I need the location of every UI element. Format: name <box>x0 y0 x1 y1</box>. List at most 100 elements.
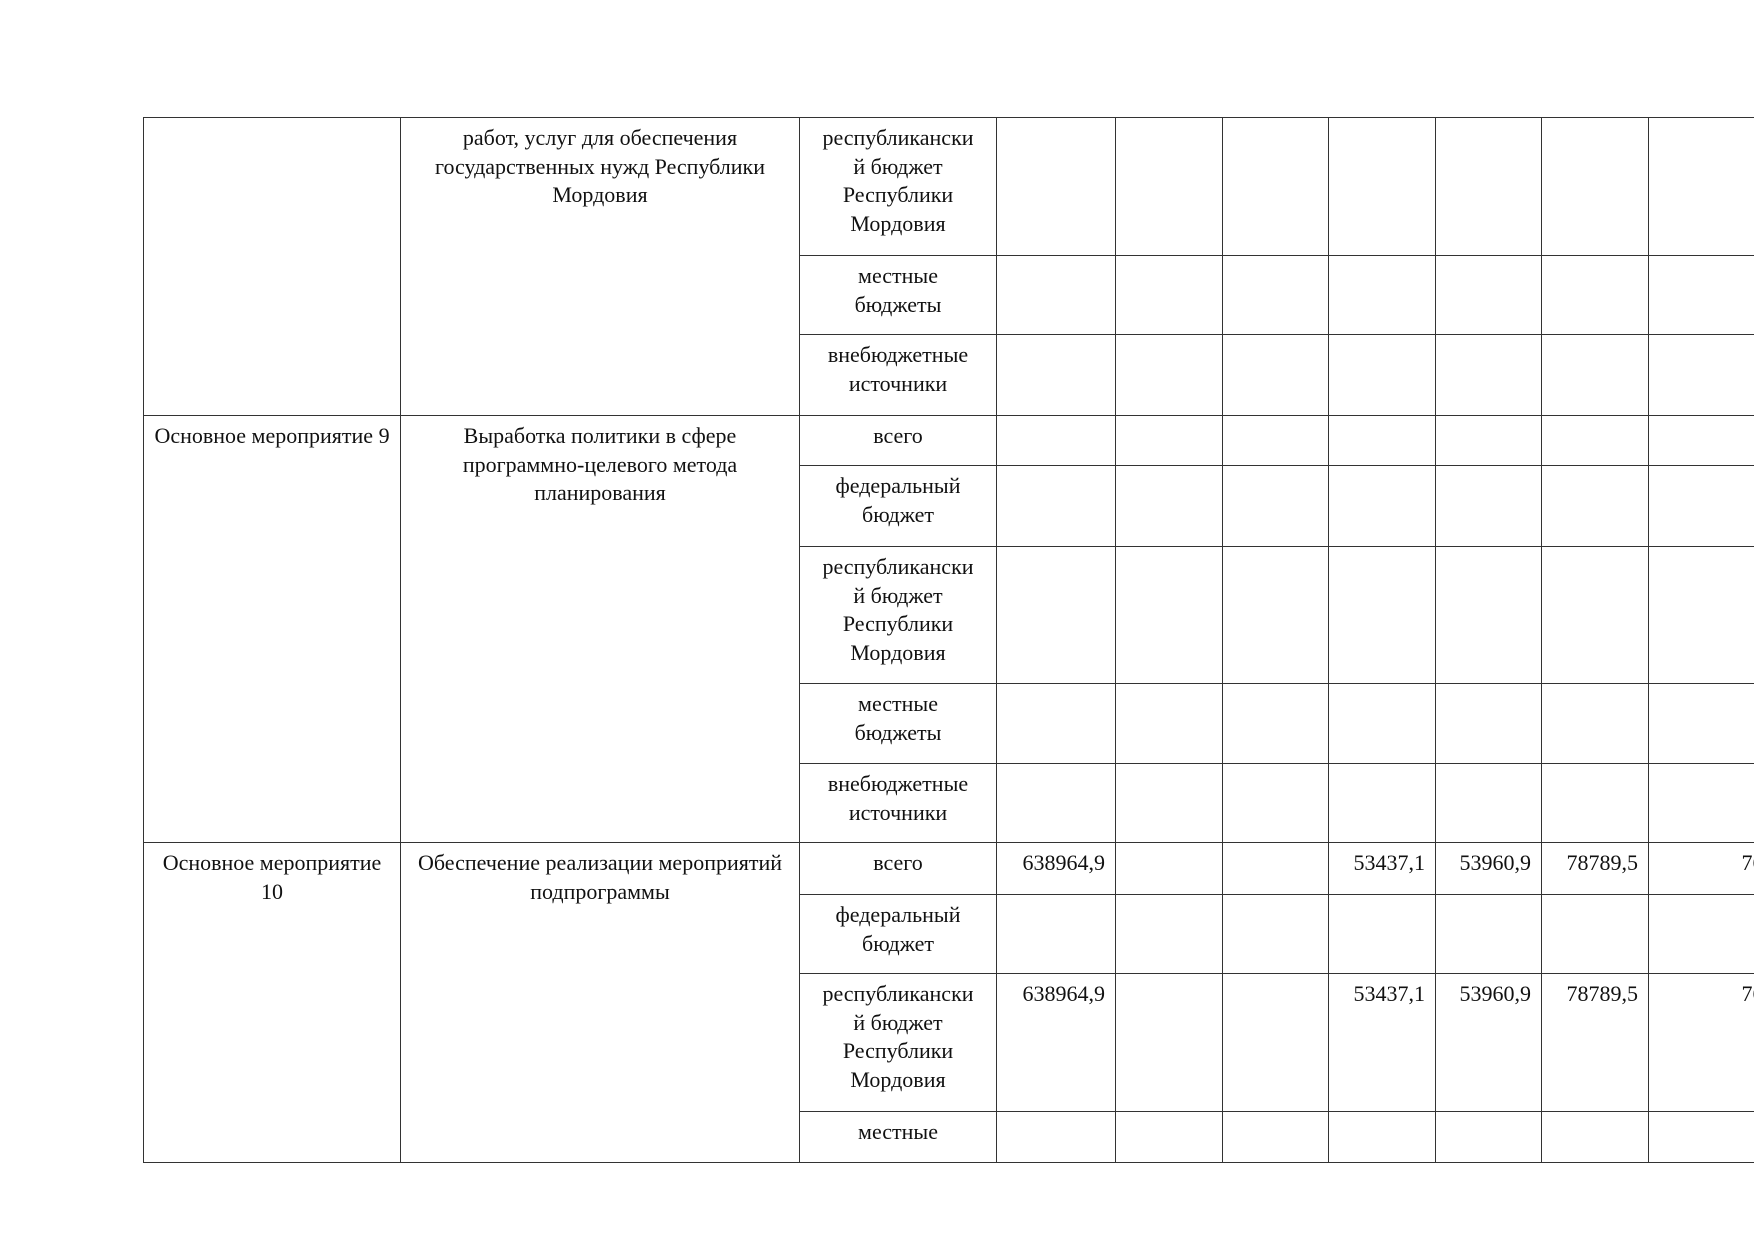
value-cell <box>1648 763 1754 843</box>
value-cell <box>1435 415 1542 466</box>
value-cell <box>1222 546 1329 684</box>
value-cell <box>1648 415 1754 466</box>
funding-source-cell: всего <box>799 842 997 895</box>
value-cell <box>996 415 1116 466</box>
value-cell <box>1115 973 1223 1112</box>
value-cell <box>1328 894 1436 974</box>
table-row: местные бюджеты <box>144 255 1754 335</box>
value-cell <box>1328 117 1436 256</box>
value-cell <box>1435 894 1542 974</box>
value-cell <box>1648 1111 1754 1163</box>
funding-source-cell: республикански й бюджет Республики Мордо… <box>799 973 997 1112</box>
event-cell: Основное мероприятие 9 <box>143 415 401 843</box>
value-cell: 76510,9 <box>1648 842 1754 895</box>
value-cell <box>1435 763 1542 843</box>
table-row: республикански й бюджет Республики Мордо… <box>144 973 1754 1112</box>
table-row: федеральный бюджет <box>144 465 1754 547</box>
value-cell <box>1222 894 1329 974</box>
value-cell <box>1648 334 1754 416</box>
value-cell <box>1115 334 1223 416</box>
value-cell <box>1328 465 1436 547</box>
value-cell: 78789,5 <box>1541 842 1649 895</box>
value-cell <box>1435 255 1542 335</box>
value-cell <box>1115 117 1223 256</box>
value-cell <box>1222 415 1329 466</box>
value-cell <box>996 763 1116 843</box>
value-cell <box>1115 415 1223 466</box>
value-cell <box>1541 683 1649 764</box>
value-cell <box>1541 334 1649 416</box>
value-cell <box>1115 255 1223 335</box>
funding-source-cell: федеральный бюджет <box>799 894 997 974</box>
value-cell <box>1222 842 1329 895</box>
value-cell <box>1648 255 1754 335</box>
value-cell: 78789,5 <box>1541 973 1649 1112</box>
table-row: местные бюджеты <box>144 683 1754 764</box>
value-cell <box>1222 763 1329 843</box>
event-name-cell: работ, услуг для обеспечения государстве… <box>400 117 800 416</box>
value-cell <box>1222 334 1329 416</box>
value-cell <box>1648 683 1754 764</box>
table-row: работ, услуг для обеспечения государстве… <box>143 117 1754 416</box>
value-cell <box>996 683 1116 764</box>
value-cell <box>1648 546 1754 684</box>
value-cell <box>1222 1111 1329 1163</box>
value-cell <box>1328 683 1436 764</box>
value-cell <box>1648 465 1754 547</box>
funding-source-cell: местные бюджеты <box>799 683 997 764</box>
value-cell <box>1115 683 1223 764</box>
value-cell <box>1541 465 1649 547</box>
value-cell: 638964,9 <box>996 973 1116 1112</box>
value-cell <box>1115 842 1223 895</box>
value-cell: 53437,1 <box>1328 842 1436 895</box>
value-cell <box>1541 763 1649 843</box>
table-row: федеральный бюджет <box>144 894 1754 974</box>
value-cell <box>1435 334 1542 416</box>
funding-source-cell: внебюджетные источники <box>799 334 997 416</box>
funding-source-cell: республикански й бюджет Республики Мордо… <box>799 117 997 256</box>
event-name-cell: Обеспечение реализации мероприятий подпр… <box>400 842 800 1163</box>
value-cell <box>1222 973 1329 1112</box>
event-cell: Основное мероприятие 10 <box>143 842 401 1163</box>
value-cell <box>1328 255 1436 335</box>
value-cell <box>1435 1111 1542 1163</box>
value-cell <box>1115 465 1223 547</box>
value-cell <box>1541 894 1649 974</box>
table-body: работ, услуг для обеспечения государстве… <box>143 117 1754 1163</box>
value-cell <box>1328 334 1436 416</box>
funding-source-cell: внебюджетные источники <box>799 763 997 843</box>
value-cell <box>1328 1111 1436 1163</box>
value-cell <box>1435 546 1542 684</box>
table-row: республикански й бюджет Республики Мордо… <box>144 546 1754 684</box>
value-cell <box>1222 117 1329 256</box>
event-name-cell: Выработка политики в сфере программно-це… <box>400 415 800 843</box>
funding-source-cell: местные <box>799 1111 997 1163</box>
value-cell <box>1328 763 1436 843</box>
value-cell <box>1222 465 1329 547</box>
event-cell <box>143 117 401 416</box>
value-cell: 76510,9 <box>1648 973 1754 1112</box>
value-cell <box>1541 117 1649 256</box>
value-cell <box>1648 894 1754 974</box>
value-cell <box>1541 1111 1649 1163</box>
value-cell <box>1222 683 1329 764</box>
value-cell <box>996 255 1116 335</box>
value-cell: 53437,1 <box>1328 973 1436 1112</box>
value-cell <box>996 1111 1116 1163</box>
funding-source-cell: республикански й бюджет Республики Мордо… <box>799 546 997 684</box>
value-cell <box>1328 415 1436 466</box>
value-cell <box>1115 1111 1223 1163</box>
value-cell <box>1541 546 1649 684</box>
value-cell <box>1435 683 1542 764</box>
table-row: Основное мероприятие 10 Обеспечение реали… <box>143 842 1754 1163</box>
budget-table: работ, услуг для обеспечения государстве… <box>143 117 1754 1163</box>
value-cell: 53960,9 <box>1435 973 1542 1112</box>
table-row: внебюджетные источники <box>144 763 1754 843</box>
value-cell <box>1541 415 1649 466</box>
table-row: Основное мероприятие 9 Выработка политики… <box>143 415 1754 843</box>
value-cell <box>1115 763 1223 843</box>
value-cell <box>1115 546 1223 684</box>
table-row: местные <box>144 1111 1754 1163</box>
value-cell <box>996 334 1116 416</box>
value-cell <box>996 465 1116 547</box>
